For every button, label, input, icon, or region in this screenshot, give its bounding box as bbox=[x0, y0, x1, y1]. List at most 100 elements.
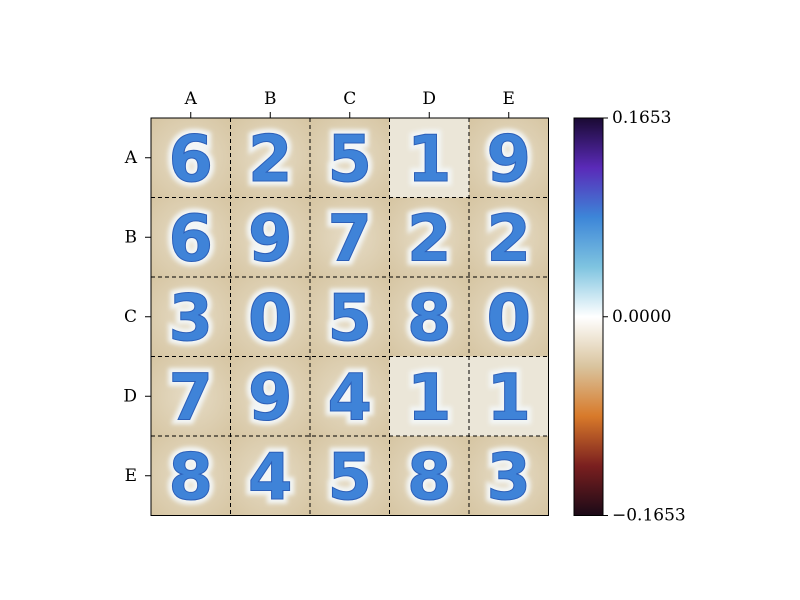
heatmap-cell: 55 bbox=[310, 436, 390, 519]
cell-digit-halo: 5 bbox=[327, 282, 372, 356]
cell-digit: 1 bbox=[407, 361, 452, 435]
heatmap-cell: 99 bbox=[469, 118, 549, 201]
heatmap-cell: 11 bbox=[389, 356, 469, 440]
cell-digit-halo: 5 bbox=[327, 441, 372, 515]
cell-digit-halo: 2 bbox=[407, 202, 452, 276]
cell-digit: 9 bbox=[248, 202, 293, 276]
cell-digit: 8 bbox=[407, 282, 452, 356]
column-tick-label: A bbox=[184, 89, 198, 109]
cell-background bbox=[389, 277, 469, 357]
heatmap-cell: 22 bbox=[469, 197, 549, 281]
cell-digit: 9 bbox=[248, 361, 293, 435]
cell-digit-halo: 8 bbox=[407, 441, 452, 515]
cell-background bbox=[230, 197, 310, 277]
cell-digit: 0 bbox=[248, 282, 293, 356]
cell-background bbox=[230, 436, 310, 516]
heatmap-cell: 55 bbox=[310, 277, 390, 360]
heatmap-cell: 00 bbox=[230, 277, 310, 360]
cell-background bbox=[310, 118, 390, 198]
cell-digit: 8 bbox=[407, 441, 452, 515]
row-tick-label: C bbox=[124, 307, 137, 327]
cell-background bbox=[151, 356, 231, 436]
cell-background bbox=[310, 356, 390, 436]
cell-digit-halo: 1 bbox=[407, 123, 452, 197]
cell-digit: 6 bbox=[168, 202, 213, 276]
cell-background bbox=[389, 118, 469, 198]
heatmap-cell: 00 bbox=[469, 277, 549, 360]
heatmap-cell: 99 bbox=[230, 356, 310, 440]
row-tick-label: B bbox=[125, 227, 138, 247]
cell-digit-halo: 3 bbox=[486, 441, 531, 515]
cell-digit: 3 bbox=[168, 282, 213, 356]
cell-digit-halo: 8 bbox=[407, 282, 452, 356]
cell-background bbox=[469, 277, 549, 357]
heatmap-cell: 44 bbox=[230, 436, 310, 519]
column-tick-label: D bbox=[422, 89, 436, 109]
heatmap-cell: 77 bbox=[310, 197, 390, 281]
row-tick-labels: A B C D E bbox=[123, 148, 151, 486]
row-tick-label: A bbox=[124, 148, 138, 168]
cell-digit: 2 bbox=[486, 202, 531, 276]
cell-digit-halo: 5 bbox=[327, 123, 372, 197]
cell-background bbox=[469, 118, 549, 198]
colorbar-tick-label: 0.1653 bbox=[612, 108, 671, 128]
cell-background bbox=[389, 197, 469, 277]
cell-background bbox=[389, 356, 469, 436]
cell-digit: 8 bbox=[168, 441, 213, 515]
cell-digit-halo: 3 bbox=[168, 282, 213, 356]
cell-background bbox=[151, 197, 231, 277]
cell-digit-halo: 2 bbox=[248, 123, 293, 197]
cell-digit: 2 bbox=[407, 202, 452, 276]
cell-digit-halo: 7 bbox=[168, 361, 213, 435]
heatmap-cell: 88 bbox=[151, 436, 231, 519]
cell-digit-halo: 2 bbox=[486, 202, 531, 276]
colorbar-tick-label: −0.1653 bbox=[612, 506, 686, 526]
cell-digit-halo: 9 bbox=[248, 202, 293, 276]
cell-digit-halo: 4 bbox=[327, 361, 372, 435]
heatmap-cell: 99 bbox=[230, 197, 310, 281]
cell-digit: 7 bbox=[327, 202, 372, 276]
cell-digit: 5 bbox=[327, 123, 372, 197]
cell-background bbox=[469, 197, 549, 277]
cell-background bbox=[230, 118, 310, 198]
cell-digit: 5 bbox=[327, 282, 372, 356]
heatmap-cell: 77 bbox=[151, 356, 231, 440]
heatmap-cell: 33 bbox=[151, 277, 231, 360]
cell-background bbox=[469, 356, 549, 436]
cell-digit: 7 bbox=[168, 361, 213, 435]
cell-digit-halo: 7 bbox=[327, 202, 372, 276]
cell-background bbox=[151, 118, 231, 198]
cell-digit-halo: 1 bbox=[486, 361, 531, 435]
cell-digit: 4 bbox=[248, 441, 293, 515]
cell-digit-halo: 9 bbox=[486, 123, 531, 197]
column-tick-label: C bbox=[343, 89, 356, 109]
cell-background bbox=[151, 277, 231, 357]
cell-background bbox=[469, 436, 549, 516]
cell-digit: 5 bbox=[327, 441, 372, 515]
cell-digit: 6 bbox=[168, 123, 213, 197]
cell-digit-halo: 1 bbox=[407, 361, 452, 435]
heatmap-cell: 33 bbox=[469, 436, 549, 519]
cell-digit-halo: 0 bbox=[486, 282, 531, 356]
colorbar: 0.1653 0.0000 −0.1653 bbox=[573, 108, 686, 526]
cell-digit: 2 bbox=[248, 123, 293, 197]
cell-background bbox=[389, 436, 469, 516]
heatmap-cell: 44 bbox=[310, 356, 390, 440]
colorbar-tick-label: 0.0000 bbox=[612, 307, 671, 327]
cell-digit-halo: 4 bbox=[248, 441, 293, 515]
cell-digit-halo: 8 bbox=[168, 441, 213, 515]
heatmap-cell: 11 bbox=[469, 356, 549, 440]
cell-digit-halo: 9 bbox=[248, 361, 293, 435]
heatmap-cell: 22 bbox=[389, 197, 469, 281]
heatmap-cell: 88 bbox=[389, 277, 469, 360]
cell-background bbox=[310, 277, 390, 357]
cell-background bbox=[310, 197, 390, 277]
cell-digit: 4 bbox=[327, 361, 372, 435]
cell-digit: 3 bbox=[486, 441, 531, 515]
heatmap-cell: 55 bbox=[310, 118, 390, 201]
cell-background bbox=[151, 436, 231, 516]
column-tick-label: B bbox=[264, 89, 277, 109]
heatmap-cell: 66 bbox=[151, 118, 231, 201]
